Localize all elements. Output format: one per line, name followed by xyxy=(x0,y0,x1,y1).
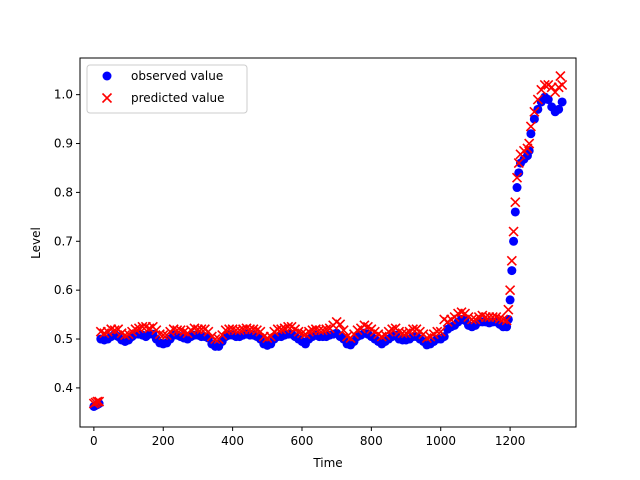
predicted-point xyxy=(524,138,535,149)
predicted-point xyxy=(505,285,516,296)
y-tick-label: 0.6 xyxy=(54,283,73,297)
y-tick-label: 0.7 xyxy=(54,234,73,248)
predicted-point xyxy=(158,330,169,341)
predicted-point xyxy=(435,326,446,337)
predicted-point xyxy=(335,319,346,330)
predicted-point xyxy=(407,324,419,335)
plot-area xyxy=(79,57,577,428)
legend-observed-marker xyxy=(102,71,112,81)
predicted-point xyxy=(511,172,523,183)
predicted-point xyxy=(557,79,568,90)
y-axis-ticks: 0.4 0.5 0.6 0.7 0.8 0.9 1.0 xyxy=(54,88,80,395)
y-tick-label: 0.4 xyxy=(54,381,73,395)
y-tick-label: 0.8 xyxy=(54,185,73,199)
x-tick-label: 1000 xyxy=(425,434,456,448)
predicted-point xyxy=(94,396,105,407)
y-tick-label: 0.9 xyxy=(54,137,73,151)
x-tick-label: 800 xyxy=(360,434,383,448)
y-axis-label: Level xyxy=(29,227,43,259)
legend-predicted-marker xyxy=(101,92,113,104)
legend-box xyxy=(86,64,248,114)
predicted-point xyxy=(387,324,398,335)
predicted-point xyxy=(498,314,509,325)
predicted-point xyxy=(196,324,207,335)
observed-point xyxy=(514,168,524,178)
predicted-point xyxy=(532,94,543,105)
axes-frame xyxy=(79,57,577,428)
predicted-point xyxy=(506,255,517,266)
legend-observed-label: observed value xyxy=(131,69,223,83)
x-axis-ticks: 0 200 400 600 800 1000 1200 xyxy=(90,427,525,448)
observed-point xyxy=(512,183,522,193)
predicted-point xyxy=(210,333,221,345)
y-tick-label: 1.0 xyxy=(54,88,73,102)
predicted-point xyxy=(466,314,478,325)
observed-point xyxy=(526,129,536,139)
observed-point xyxy=(507,266,517,276)
observed-point xyxy=(554,104,564,114)
predicted-point xyxy=(248,324,259,335)
observed-point xyxy=(502,322,512,332)
predicted-point xyxy=(109,325,120,336)
observed-point xyxy=(505,295,515,305)
predicted-point xyxy=(321,324,332,335)
predicted-point xyxy=(536,84,547,95)
x-tick-label: 200 xyxy=(152,434,175,448)
observed-point xyxy=(509,236,519,246)
x-tick-label: 0 xyxy=(90,434,98,448)
predicted-point xyxy=(510,197,521,208)
observed-point xyxy=(529,114,539,124)
predicted-point xyxy=(276,324,287,335)
predicted-point xyxy=(513,158,524,169)
x-tick-label: 400 xyxy=(221,434,244,448)
series-layer xyxy=(88,71,568,411)
x-tick-label: 1200 xyxy=(495,434,526,448)
x-axis-label: Time xyxy=(312,456,342,470)
predicted-point xyxy=(508,226,519,237)
predicted-point xyxy=(525,121,536,132)
predicted-point xyxy=(539,79,550,90)
predicted-point xyxy=(555,71,566,82)
predicted-point xyxy=(432,326,443,337)
predicted-point xyxy=(503,304,514,315)
legend-predicted-label: predicted value xyxy=(131,91,225,105)
observed-point xyxy=(439,332,449,342)
predicted-point xyxy=(501,315,512,326)
predicted-series xyxy=(88,71,568,409)
x-tick-label: 600 xyxy=(291,434,314,448)
observed-point xyxy=(557,97,567,107)
predicted-point xyxy=(92,396,103,407)
predicted-point xyxy=(120,330,131,341)
predicted-point xyxy=(529,106,540,117)
predicted-point xyxy=(283,321,294,332)
predicted-point xyxy=(130,324,141,335)
observed-point xyxy=(510,207,520,217)
observed-point xyxy=(543,95,553,105)
legend: observed value predicted value xyxy=(86,64,248,114)
y-tick-label: 0.5 xyxy=(54,332,73,346)
